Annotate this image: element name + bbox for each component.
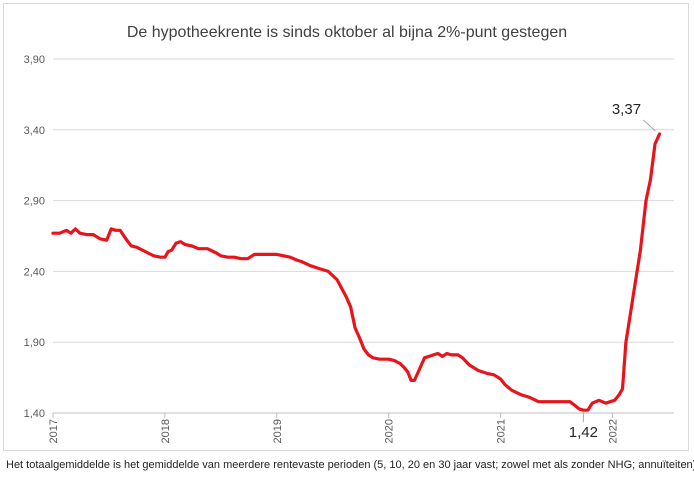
annotation-label-min: 1,42	[569, 424, 598, 441]
annotation-label-max: 3,37	[612, 101, 641, 118]
x-tick-label: 2020	[384, 419, 396, 443]
y-tick-label: 2,40	[24, 266, 45, 278]
y-axis: 1,40 1,90 2,40 2,90 3,40 3,90	[24, 54, 45, 420]
annotations: 3,37 1,42	[569, 101, 656, 441]
x-tick-label: 2019	[272, 419, 284, 443]
series-line	[51, 132, 662, 412]
chart-frame: De hypotheekrente is sinds oktober al bi…	[3, 3, 689, 451]
gridlines	[53, 58, 674, 414]
x-tick-label: 2022	[607, 419, 619, 443]
y-tick-label: 3,40	[24, 125, 45, 137]
x-axis: 2017 2018 2019 2020 2021 2022	[48, 412, 674, 443]
footnote: Het totaalgemiddelde is het gemiddelde v…	[6, 459, 694, 471]
x-tick-label: 2021	[496, 419, 508, 443]
chart-title: De hypotheekrente is sinds oktober al bi…	[127, 24, 567, 41]
y-tick-label: 1,40	[24, 408, 45, 420]
x-tick-label: 2017	[48, 419, 60, 443]
y-tick-label: 3,90	[24, 54, 45, 66]
line-chart: De hypotheekrente is sinds oktober al bi…	[24, 24, 674, 443]
x-tick-label: 2018	[160, 419, 172, 443]
series-group	[51, 132, 662, 412]
y-tick-label: 1,90	[24, 337, 45, 349]
annotation-leader	[643, 119, 656, 132]
y-tick-label: 2,90	[24, 196, 45, 208]
